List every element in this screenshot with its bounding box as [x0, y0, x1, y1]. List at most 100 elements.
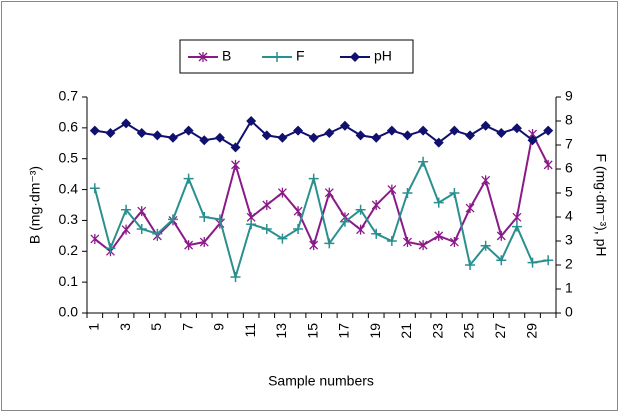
diamond-marker: [293, 125, 304, 136]
y-tick-label: 0.4: [59, 180, 79, 196]
asterisk-marker: [231, 159, 240, 170]
x-tick-label: 21: [398, 323, 414, 339]
asterisk-marker: [418, 240, 428, 251]
plus-marker: [121, 204, 132, 215]
diamond-marker: [527, 135, 538, 146]
y-tick-label: 0.7: [59, 88, 79, 104]
series-line: [93, 159, 549, 281]
plus-marker: [214, 214, 225, 225]
marker: [371, 228, 382, 239]
marker: [465, 260, 476, 270]
diamond-marker: [183, 125, 194, 136]
asterisk-marker: [434, 230, 444, 241]
marker: [246, 219, 257, 230]
asterisk-marker: [199, 237, 209, 248]
plus-marker: [511, 221, 522, 232]
x-tick-label: 15: [304, 323, 320, 339]
diamond-marker: [402, 130, 413, 141]
legend-label: F: [296, 48, 305, 64]
plus-marker: [418, 156, 429, 167]
marker: [449, 188, 460, 198]
marker: [324, 187, 334, 198]
marker: [543, 255, 554, 266]
plus-marker: [371, 228, 382, 239]
diamond-marker: [511, 123, 522, 134]
plus-marker: [324, 238, 335, 249]
marker: [136, 128, 147, 138]
marker: [387, 184, 397, 195]
plus-marker: [199, 212, 210, 222]
marker: [277, 132, 288, 143]
marker: [527, 135, 538, 146]
marker: [152, 228, 163, 239]
marker: [136, 224, 147, 234]
y-tick-label: 0.1: [59, 273, 79, 289]
x-tick-label: 25: [461, 323, 477, 339]
diamond-marker: [480, 120, 491, 131]
y-axis-label: B (mg·dm⁻³): [27, 166, 43, 244]
plus-marker: [402, 188, 413, 198]
plus-marker: [465, 260, 476, 270]
plus-marker: [480, 240, 491, 251]
asterisk-marker: [184, 240, 194, 251]
diamond-marker: [418, 125, 429, 136]
marker: [261, 130, 272, 141]
asterisk-marker: [356, 224, 366, 235]
marker: [371, 200, 381, 210]
plus-marker: [449, 188, 460, 198]
x-tick-label: 1: [86, 323, 102, 331]
diamond-marker: [465, 130, 476, 141]
marker: [496, 230, 506, 241]
marker: [308, 173, 319, 184]
marker: [324, 238, 335, 249]
marker: [293, 125, 304, 136]
diamond-marker: [105, 128, 116, 138]
asterisk-marker: [512, 212, 522, 223]
marker: [230, 272, 241, 282]
marker: [214, 214, 225, 225]
asterisk-marker: [198, 52, 208, 62]
plus-marker: [167, 214, 178, 225]
diamond-marker: [230, 142, 241, 153]
diamond-marker: [433, 137, 444, 148]
marker: [339, 216, 350, 227]
marker: [105, 128, 116, 138]
marker: [167, 132, 178, 143]
diamond-marker: [339, 120, 350, 131]
y2-tick-label: 0: [565, 304, 573, 320]
asterisk-marker: [137, 206, 147, 217]
y2-tick-label: 7: [565, 136, 573, 152]
plus-marker: [261, 224, 272, 234]
y2-tick-label: 6: [565, 160, 573, 176]
marker: [386, 236, 397, 246]
marker: [480, 120, 491, 131]
plus-marker: [89, 183, 100, 194]
marker: [183, 173, 194, 184]
plus-marker: [246, 219, 257, 230]
asterisk-marker: [277, 187, 287, 198]
marker: [480, 240, 491, 251]
x-tick-label: 19: [367, 323, 383, 339]
plus-marker: [496, 255, 507, 266]
diamond-marker: [199, 135, 210, 146]
diamond-marker: [308, 132, 319, 143]
x-tick-label: 7: [179, 323, 195, 331]
legend-marker: [272, 52, 282, 62]
plus-marker: [308, 173, 319, 184]
diamond-marker: [89, 125, 100, 136]
marker: [183, 125, 194, 136]
marker: [167, 214, 178, 225]
marker: [356, 224, 366, 235]
marker: [231, 159, 240, 170]
marker: [246, 116, 257, 126]
marker: [496, 255, 507, 266]
marker: [418, 125, 429, 136]
asterisk-marker: [121, 224, 131, 235]
plus-marker: [543, 255, 554, 266]
diamond-marker: [324, 128, 335, 138]
marker: [402, 188, 413, 198]
y2-tick-label: 1: [565, 280, 573, 296]
plus-marker: [527, 257, 538, 268]
marker: [199, 237, 209, 248]
y2-tick-label: 3: [565, 232, 573, 248]
